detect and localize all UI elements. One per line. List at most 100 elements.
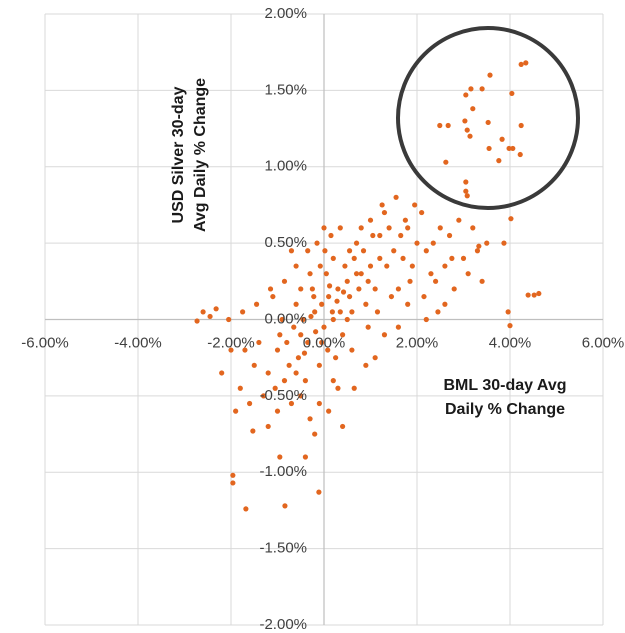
point <box>509 90 515 97</box>
point <box>506 145 512 152</box>
point <box>307 271 313 277</box>
point <box>298 332 304 338</box>
point <box>316 400 322 407</box>
point <box>230 480 236 486</box>
point <box>505 309 511 315</box>
point <box>407 278 413 284</box>
point <box>349 347 355 353</box>
points <box>194 60 542 512</box>
point <box>226 316 232 323</box>
point <box>463 92 469 98</box>
point <box>277 454 283 460</box>
point <box>274 408 281 414</box>
point <box>398 232 404 239</box>
point <box>194 318 200 324</box>
point <box>344 278 350 284</box>
point <box>462 118 468 124</box>
point <box>419 209 425 216</box>
point <box>451 286 457 292</box>
y-tick-label: 0.50% <box>264 234 307 251</box>
point <box>309 286 315 292</box>
point <box>377 255 383 261</box>
point <box>374 309 381 315</box>
point <box>305 248 311 254</box>
point <box>365 278 371 284</box>
point <box>233 408 239 414</box>
point <box>250 428 256 434</box>
point <box>464 193 470 199</box>
point <box>395 286 401 292</box>
point <box>288 248 295 254</box>
point <box>335 286 341 292</box>
point <box>363 362 369 368</box>
y-tick-label: -2.00% <box>259 616 307 633</box>
point <box>342 263 348 269</box>
point <box>325 347 331 353</box>
point <box>291 324 297 330</box>
point <box>437 225 443 231</box>
point <box>228 347 234 353</box>
point <box>334 298 340 304</box>
point <box>437 122 443 129</box>
point <box>372 286 378 292</box>
highlight-circle <box>396 26 580 210</box>
point <box>251 362 257 368</box>
point <box>243 506 249 512</box>
point <box>219 370 225 376</box>
point <box>435 309 441 315</box>
point <box>316 362 322 368</box>
point <box>423 248 429 254</box>
point <box>358 271 364 277</box>
point <box>277 332 283 338</box>
point <box>267 286 274 292</box>
point <box>465 271 471 277</box>
point <box>340 289 347 295</box>
point <box>479 278 485 284</box>
point <box>423 316 429 323</box>
point <box>470 106 476 112</box>
point <box>351 385 357 391</box>
point <box>412 202 418 208</box>
point <box>525 292 531 298</box>
point <box>286 362 292 368</box>
point <box>340 332 346 338</box>
point <box>298 393 304 399</box>
point <box>507 323 513 329</box>
point <box>293 263 299 269</box>
point <box>326 408 332 414</box>
point <box>499 136 505 142</box>
point <box>314 240 320 246</box>
point <box>346 293 353 300</box>
point <box>265 370 271 376</box>
point <box>479 86 485 92</box>
x-tick-label: -4.00% <box>114 334 162 351</box>
x-tick-label: 2.00% <box>396 334 439 351</box>
point <box>372 355 378 361</box>
point <box>381 332 388 338</box>
point <box>442 301 448 307</box>
point <box>421 293 427 300</box>
x-tick-label: 6.00% <box>582 334 625 351</box>
point <box>200 309 206 315</box>
point <box>384 263 390 269</box>
grid <box>44 13 604 626</box>
point <box>518 61 524 68</box>
point <box>391 248 397 254</box>
point <box>335 385 341 391</box>
point <box>312 431 318 437</box>
point <box>284 339 290 346</box>
point <box>476 243 482 249</box>
point <box>414 240 420 246</box>
point <box>386 225 392 231</box>
y-tick-label: -1.00% <box>259 463 307 480</box>
point <box>467 133 473 139</box>
point <box>446 232 453 239</box>
point <box>430 240 436 246</box>
point <box>463 179 469 185</box>
point <box>312 309 318 315</box>
point <box>319 339 325 346</box>
point <box>367 263 374 269</box>
point <box>298 286 304 292</box>
point <box>293 301 299 307</box>
tick-labels: -6.00% -4.00% -2.00% 0.00% 2.00% 4.00% 6.00% -2… <box>21 5 624 633</box>
